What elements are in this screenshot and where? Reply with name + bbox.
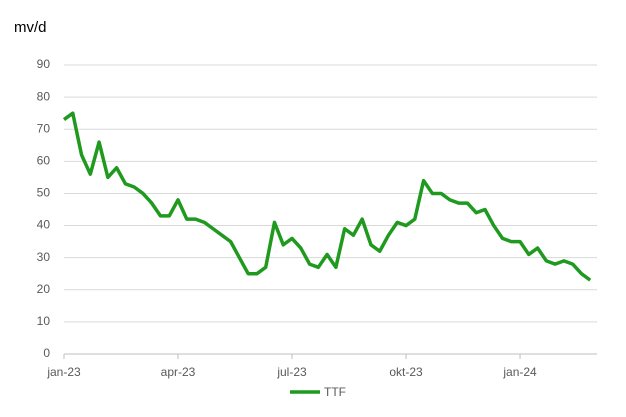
line: [62, 111, 592, 282]
y-tick-label: 80: [37, 89, 51, 103]
legend-label: TTF: [324, 385, 346, 399]
x-tick-label: jan-23: [46, 365, 81, 379]
y-axis-label: mv/d: [14, 19, 47, 36]
y-tick-label: 90: [37, 57, 51, 71]
y-tick-label: 60: [37, 154, 51, 168]
y-tick-label: 70: [37, 121, 51, 135]
y-tick-label: 30: [37, 250, 51, 264]
y-tick-label: 40: [37, 218, 51, 232]
x-tick-label: jan-24: [502, 365, 537, 379]
y-tick-label: 10: [37, 314, 51, 328]
x-tick-label: okt-23: [389, 365, 423, 379]
x-tick-label: apr-23: [161, 365, 196, 379]
y-tick-label: 0: [43, 346, 50, 360]
y-tick-label: 50: [37, 186, 51, 200]
y-tick-label: 20: [37, 282, 51, 296]
x-tick-label: jul-23: [276, 365, 307, 379]
